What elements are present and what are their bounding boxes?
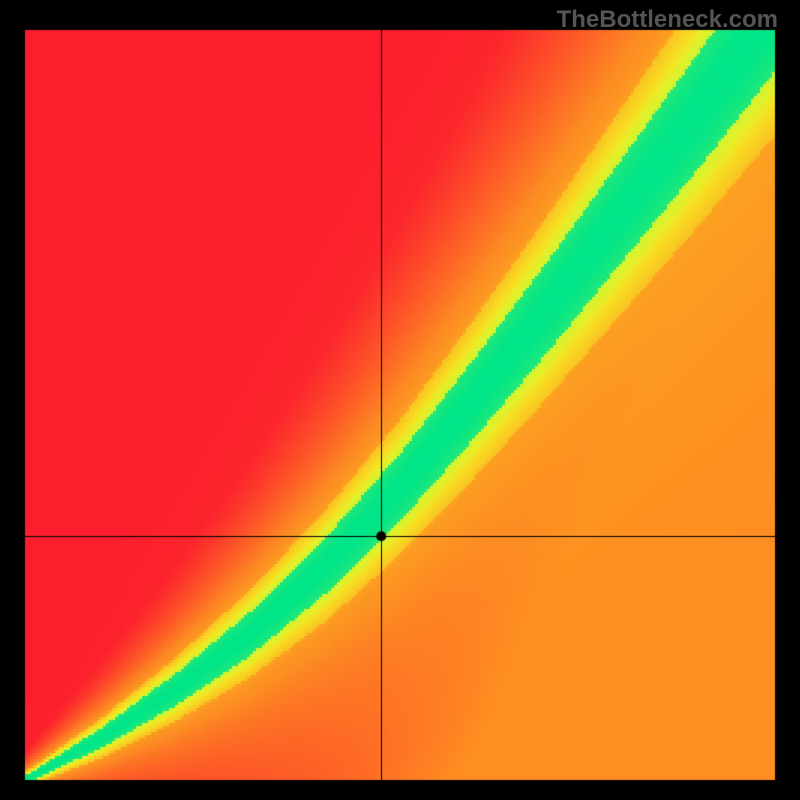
bottleneck-heatmap	[0, 0, 800, 800]
watermark-text: TheBottleneck.com	[557, 6, 778, 34]
chart-container: TheBottleneck.com	[0, 0, 800, 800]
